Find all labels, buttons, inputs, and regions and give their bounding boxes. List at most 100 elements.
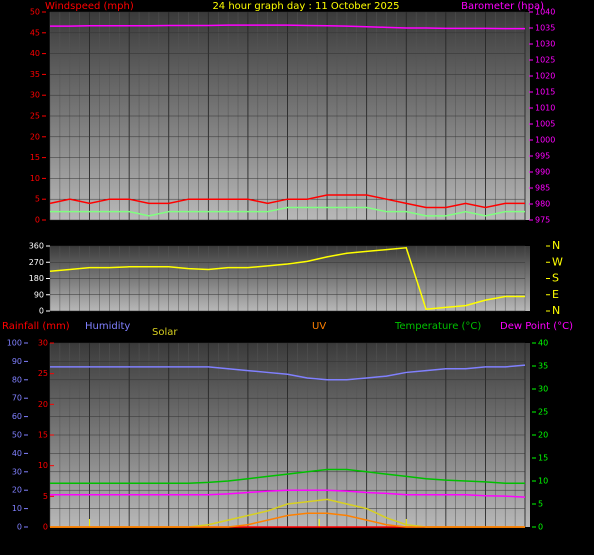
y2-tick-label: 0 xyxy=(538,523,543,532)
y-tick-label: 35 xyxy=(30,70,40,79)
y3-tick-label: 5 xyxy=(43,492,48,501)
y2-tick-label: 1005 xyxy=(535,120,555,129)
y-tick-label: 40 xyxy=(30,49,40,58)
y-tick-label: 15 xyxy=(30,153,40,162)
series-line xyxy=(50,489,526,498)
y-tick-label: 45 xyxy=(30,28,40,37)
y2-tick-label: 10 xyxy=(538,477,548,486)
x-tick-label: 12 xyxy=(282,231,292,240)
y-tick-label: 0 xyxy=(35,216,40,225)
legend-label: Dew Point (°C) xyxy=(500,321,573,332)
y2-tick-label: 20 xyxy=(538,431,548,440)
y-tick-label: 70 xyxy=(12,394,22,403)
y2-tick-label: 975 xyxy=(535,216,550,225)
y-tick-label: 20 xyxy=(12,486,22,495)
y-tick-label: 100 xyxy=(7,339,22,348)
x-tick-label: 14 xyxy=(322,539,332,548)
y-tick-label: 60 xyxy=(12,412,22,421)
y2-tick-label: 985 xyxy=(535,184,550,193)
y2-tick-label: 995 xyxy=(535,152,550,161)
y-tick-label: 0 xyxy=(17,523,22,532)
y-tick-label: 5 xyxy=(35,195,40,204)
y-tick-label: 80 xyxy=(12,375,22,384)
y2-tick-label: 1010 xyxy=(535,104,555,113)
annotation: Sun Set xyxy=(391,539,422,548)
series-line xyxy=(50,24,525,30)
y-tick-label: 10 xyxy=(12,504,22,513)
y3-tick-label: 25 xyxy=(38,369,48,378)
annotation: Moon Set xyxy=(300,539,337,548)
x-tick-label: 02 xyxy=(84,231,94,240)
y3-tick-label: 15 xyxy=(38,431,48,440)
series-line xyxy=(50,468,525,485)
y2-tick-label: N xyxy=(552,239,560,252)
y2-tick-label: 30 xyxy=(538,385,548,394)
y2-tick-label: 40 xyxy=(538,339,548,348)
y2-tick-label: 25 xyxy=(538,408,548,417)
x-tick-label: 06 xyxy=(164,539,174,548)
y2-tick-label: N xyxy=(552,304,560,317)
y-tick-label: 30 xyxy=(12,467,22,476)
x-tick-label: 22 xyxy=(480,539,490,548)
x-tick-label: 22 xyxy=(480,231,490,240)
y-tick-label: 0 xyxy=(39,307,44,316)
y-tick-label: 25 xyxy=(30,112,40,121)
series-line xyxy=(49,194,525,209)
y-tick-label: 40 xyxy=(12,449,22,458)
y2-tick-label: 1015 xyxy=(535,88,555,97)
y-tick-label: 90 xyxy=(12,357,22,366)
y2-tick-label: 1030 xyxy=(535,40,555,49)
y2-axis-label: Barometer (hpa) xyxy=(461,1,544,12)
y2-tick-label: 5 xyxy=(538,500,543,509)
y2-tick-label: 1000 xyxy=(535,136,555,145)
y-tick-label: 50 xyxy=(12,431,22,440)
series-line xyxy=(50,512,525,528)
x-tick-label: 20 xyxy=(441,539,451,548)
y-tick-label: 50 xyxy=(30,8,40,17)
x-tick-label: 12 xyxy=(282,539,292,548)
x-tick-label: 08 xyxy=(203,231,213,240)
x-tick-label: 10 xyxy=(243,539,253,548)
x-tick-label: 08 xyxy=(203,539,213,548)
x-tick-label: 16 xyxy=(362,539,372,548)
legend-label: Rainfall (mm) xyxy=(2,321,70,332)
y2-tick-label: 1025 xyxy=(535,56,555,65)
x-tick-label: 10 xyxy=(243,231,253,240)
x-tick-label: 04 xyxy=(124,231,134,240)
legend-label: Solar xyxy=(152,327,178,338)
series-line xyxy=(50,206,525,217)
x-tick-label: 20 xyxy=(441,231,451,240)
x-tick-label: 16 xyxy=(362,231,372,240)
x-tick-label: 00 xyxy=(520,539,530,548)
legend-label: UV xyxy=(312,321,326,332)
y2-tick-label: S xyxy=(552,272,559,285)
y-tick-label: 180 xyxy=(29,274,44,283)
y2-tick-label: 1035 xyxy=(535,24,555,33)
y-axis-label: Windspeed (mph) xyxy=(45,1,134,12)
y-tick-label: 30 xyxy=(30,91,40,100)
annotation: HighTide xyxy=(72,539,107,548)
y3-tick-label: 10 xyxy=(38,461,48,470)
y3-tick-label: 30 xyxy=(38,339,48,348)
y2-tick-label: 1020 xyxy=(535,72,555,81)
x-tick-label: 18 xyxy=(401,231,411,240)
y2-tick-label: 35 xyxy=(538,362,548,371)
y2-tick-label: 980 xyxy=(535,200,550,209)
series-line xyxy=(50,364,526,381)
y2-tick-label: 990 xyxy=(535,168,550,177)
chart-title: 24 hour graph day : 11 October 2025 xyxy=(212,1,399,12)
y-tick-label: 270 xyxy=(29,258,44,267)
y2-tick-label: E xyxy=(552,288,559,301)
y-tick-label: 20 xyxy=(30,132,40,141)
y3-tick-label: 20 xyxy=(38,400,48,409)
x-tick-label: 06 xyxy=(164,231,174,240)
y2-tick-label: 1040 xyxy=(535,8,555,17)
y-tick-label: 10 xyxy=(30,174,40,183)
y2-tick-label: 15 xyxy=(538,454,548,463)
legend-label: Temperature (°C) xyxy=(394,321,481,332)
y-tick-label: 90 xyxy=(34,290,44,299)
y2-tick-label: W xyxy=(552,255,563,268)
x-tick-label: 00 xyxy=(520,231,530,240)
y3-tick-label: 0 xyxy=(43,523,48,532)
